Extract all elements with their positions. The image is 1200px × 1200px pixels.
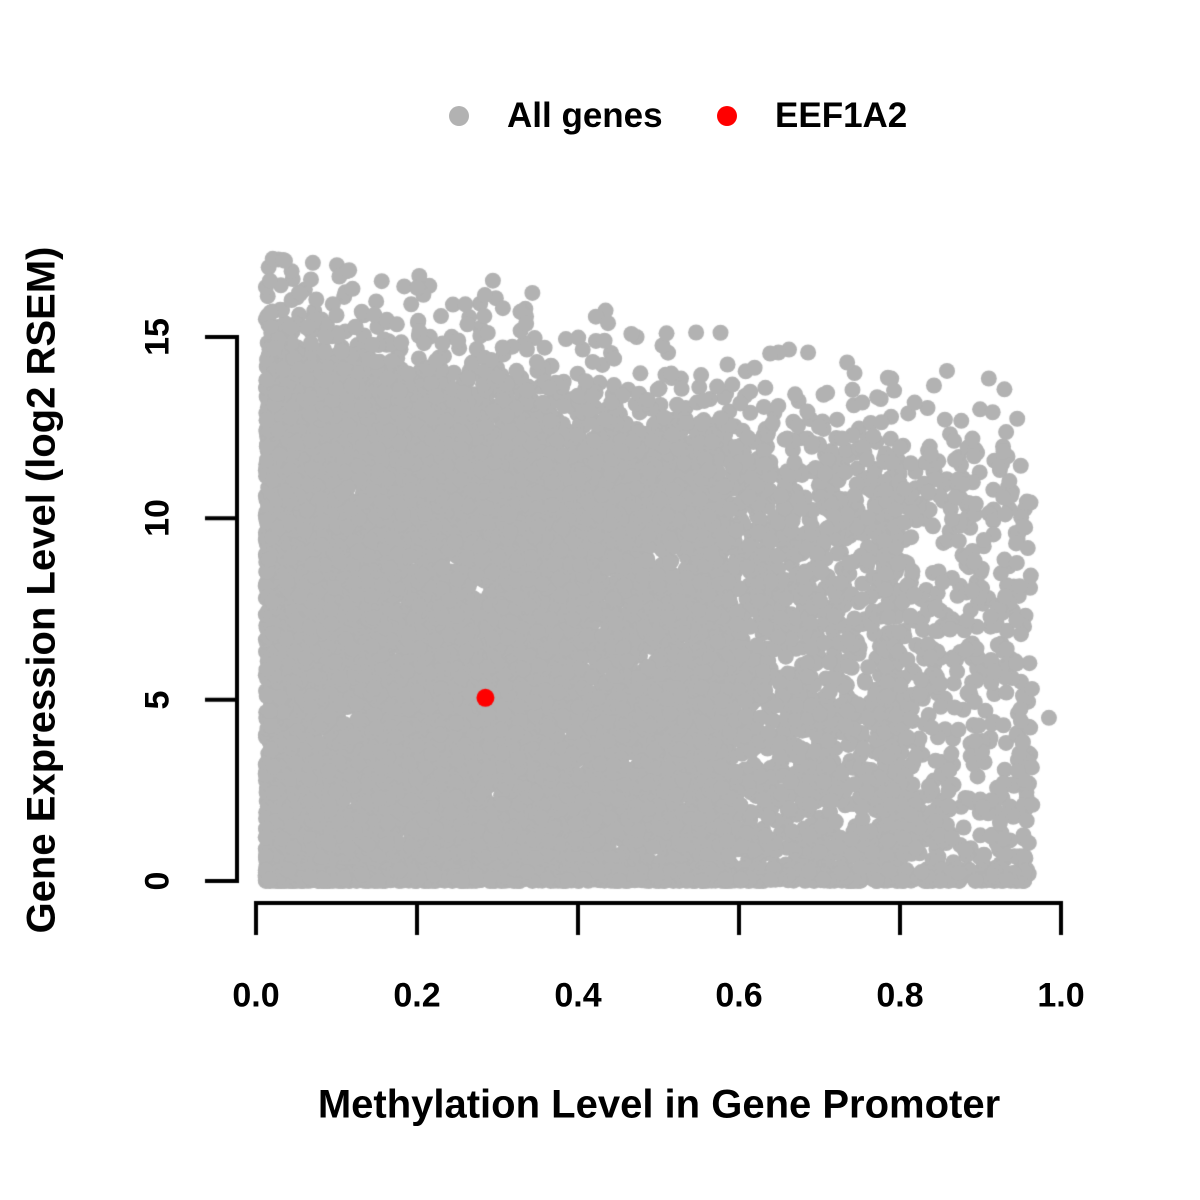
y-tick-label: 15 [138, 318, 177, 356]
y-tick-label: 5 [138, 690, 177, 710]
all-genes-dot-icon [449, 106, 469, 126]
x-tick-label: 0.2 [393, 976, 441, 1015]
x-tick-label: 0.4 [554, 976, 602, 1015]
legend-label-all-genes: All genes [507, 96, 663, 135]
x-axis-title: Methylation Level in Gene Promoter [317, 1082, 1001, 1127]
legend-item-all-genes: All genes [449, 88, 663, 144]
legend-label-eef1a2: EEF1A2 [775, 96, 908, 135]
y-tick-label: 0 [138, 871, 177, 891]
legend-item-eef1a2: EEF1A2 [717, 88, 907, 144]
y-axis-title: Gene Expression Level (log2 RSEM) [19, 246, 64, 934]
x-tick-label: 0.6 [715, 976, 763, 1015]
x-tick-label: 1.0 [1037, 976, 1085, 1015]
x-tick-label: 0.8 [876, 976, 924, 1015]
x-tick-label: 0.0 [232, 976, 280, 1015]
y-tick-label: 10 [138, 499, 177, 538]
eef1a2-dot-icon [717, 106, 737, 126]
legend: All genes EEF1A2 [0, 88, 1200, 144]
